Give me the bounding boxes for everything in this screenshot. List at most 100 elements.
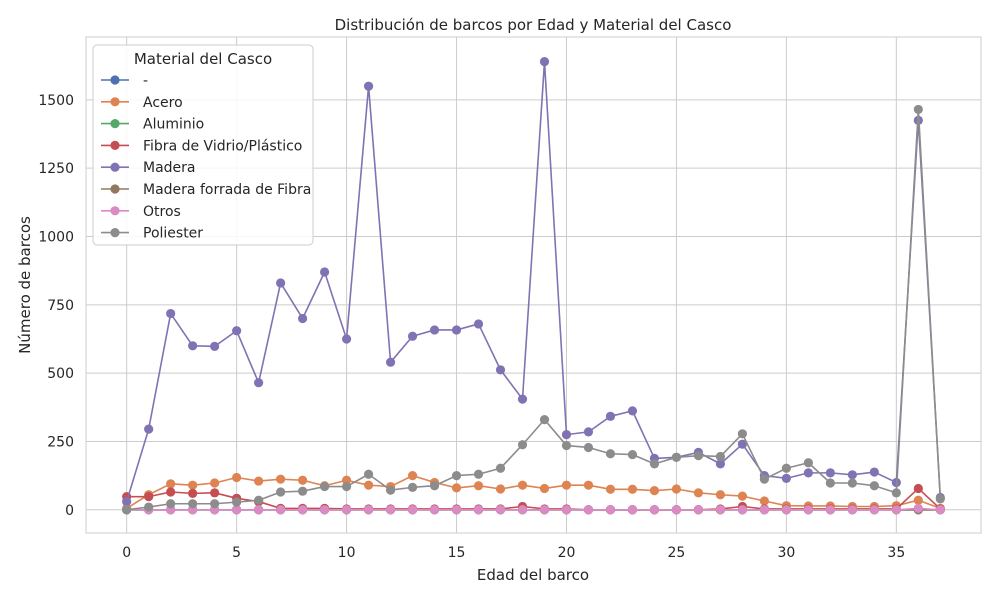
y-axis-label: Número de barcos: [16, 216, 34, 354]
data-point: [451, 471, 462, 481]
data-point: [605, 449, 616, 459]
y-tick-label: 250: [47, 434, 74, 450]
data-point: [254, 505, 264, 515]
data-point: [605, 411, 616, 421]
data-point: [254, 495, 264, 505]
data-point: [627, 406, 638, 416]
data-point: [517, 480, 528, 490]
x-tick-label: 5: [232, 545, 241, 561]
data-point: [671, 452, 682, 462]
data-point: [583, 480, 594, 490]
legend-title: Material del Casco: [134, 50, 272, 68]
legend-entry: Poliester: [101, 226, 203, 242]
legend-label: Fibra de Vidrio/Plástico: [143, 138, 302, 154]
data-point: [166, 487, 176, 497]
x-tick-label: 30: [777, 545, 795, 561]
data-point: [385, 485, 396, 495]
legend-label: Otros: [143, 204, 181, 220]
data-point: [407, 331, 418, 341]
data-point: [144, 424, 154, 434]
legend-marker: [110, 162, 120, 172]
data-point: [605, 505, 616, 515]
data-point: [429, 325, 440, 335]
data-point: [276, 278, 286, 288]
data-point: [166, 479, 176, 489]
data-point: [341, 475, 352, 485]
y-tick-label: 1500: [38, 93, 74, 109]
data-point: [495, 365, 506, 375]
data-point: [298, 505, 308, 515]
legend-marker: [110, 119, 120, 129]
x-tick-label: 15: [448, 545, 466, 561]
data-point: [627, 449, 638, 460]
data-point: [825, 478, 835, 488]
x-axis-label: Edad del barco: [477, 566, 589, 584]
data-point: [781, 473, 791, 483]
x-tick-label: 35: [887, 545, 905, 561]
data-point: [847, 505, 857, 515]
legend: Material del Casco - Acero Aluminio Fibra d…: [92, 44, 314, 246]
data-point: [913, 483, 923, 494]
legend-label: Poliester: [143, 226, 203, 242]
data-point: [210, 341, 220, 351]
legend-entry: -: [101, 73, 148, 89]
data-point: [232, 505, 242, 515]
data-point: [517, 505, 528, 515]
data-point: [166, 308, 176, 319]
legend-entry: Otros: [101, 204, 181, 220]
legend-label: Aluminio: [143, 117, 204, 133]
legend-entry: Madera: [101, 160, 196, 176]
data-point: [715, 459, 726, 469]
data-point: [232, 326, 242, 336]
data-point: [737, 505, 748, 515]
data-point: [363, 505, 374, 515]
data-point: [539, 56, 550, 67]
data-point: [715, 505, 726, 515]
legend-marker: [110, 140, 120, 150]
data-point: [276, 474, 286, 484]
data-point: [605, 484, 616, 494]
x-tick-label: 10: [338, 545, 356, 561]
data-point: [693, 505, 704, 515]
data-point: [407, 505, 418, 515]
data-point: [869, 505, 879, 515]
data-point: [407, 471, 418, 481]
data-point: [385, 505, 396, 515]
data-point: [473, 481, 484, 491]
legend-marker: [110, 97, 120, 107]
data-point: [166, 499, 176, 509]
data-point: [385, 357, 396, 367]
legend-label: Madera: [143, 160, 196, 176]
data-point: [561, 430, 572, 440]
data-point: [254, 378, 264, 388]
legend-box: [92, 44, 314, 246]
data-point: [363, 480, 374, 490]
data-point: [583, 427, 594, 437]
legend-entries: - Acero Aluminio Fibra de Vidrio/Plástico Ma…: [101, 73, 311, 242]
data-point: [913, 503, 923, 514]
data-point: [254, 476, 264, 486]
data-point: [737, 429, 748, 439]
series-otros: [122, 503, 945, 515]
data-point: [847, 478, 857, 488]
data-point: [561, 480, 572, 490]
y-tick-label: 1000: [38, 229, 74, 245]
data-point: [759, 474, 769, 484]
legend-label: Acero: [143, 95, 183, 111]
legend-marker: [110, 184, 120, 194]
data-point: [825, 505, 835, 515]
data-point: [517, 394, 528, 404]
data-point: [495, 463, 506, 473]
data-point: [869, 467, 879, 477]
data-point: [341, 505, 352, 515]
y-tick-labels: 0 250 500 750 1000 1250 1500: [38, 93, 74, 519]
chart-title: Distribución de barcos por Edad y Materi…: [335, 16, 732, 34]
data-point: [715, 451, 726, 462]
data-point: [144, 492, 154, 502]
data-point: [803, 505, 813, 515]
y-tick-label: 500: [47, 366, 74, 382]
data-point: [847, 470, 857, 480]
data-point: [913, 495, 923, 505]
data-point: [561, 440, 572, 451]
